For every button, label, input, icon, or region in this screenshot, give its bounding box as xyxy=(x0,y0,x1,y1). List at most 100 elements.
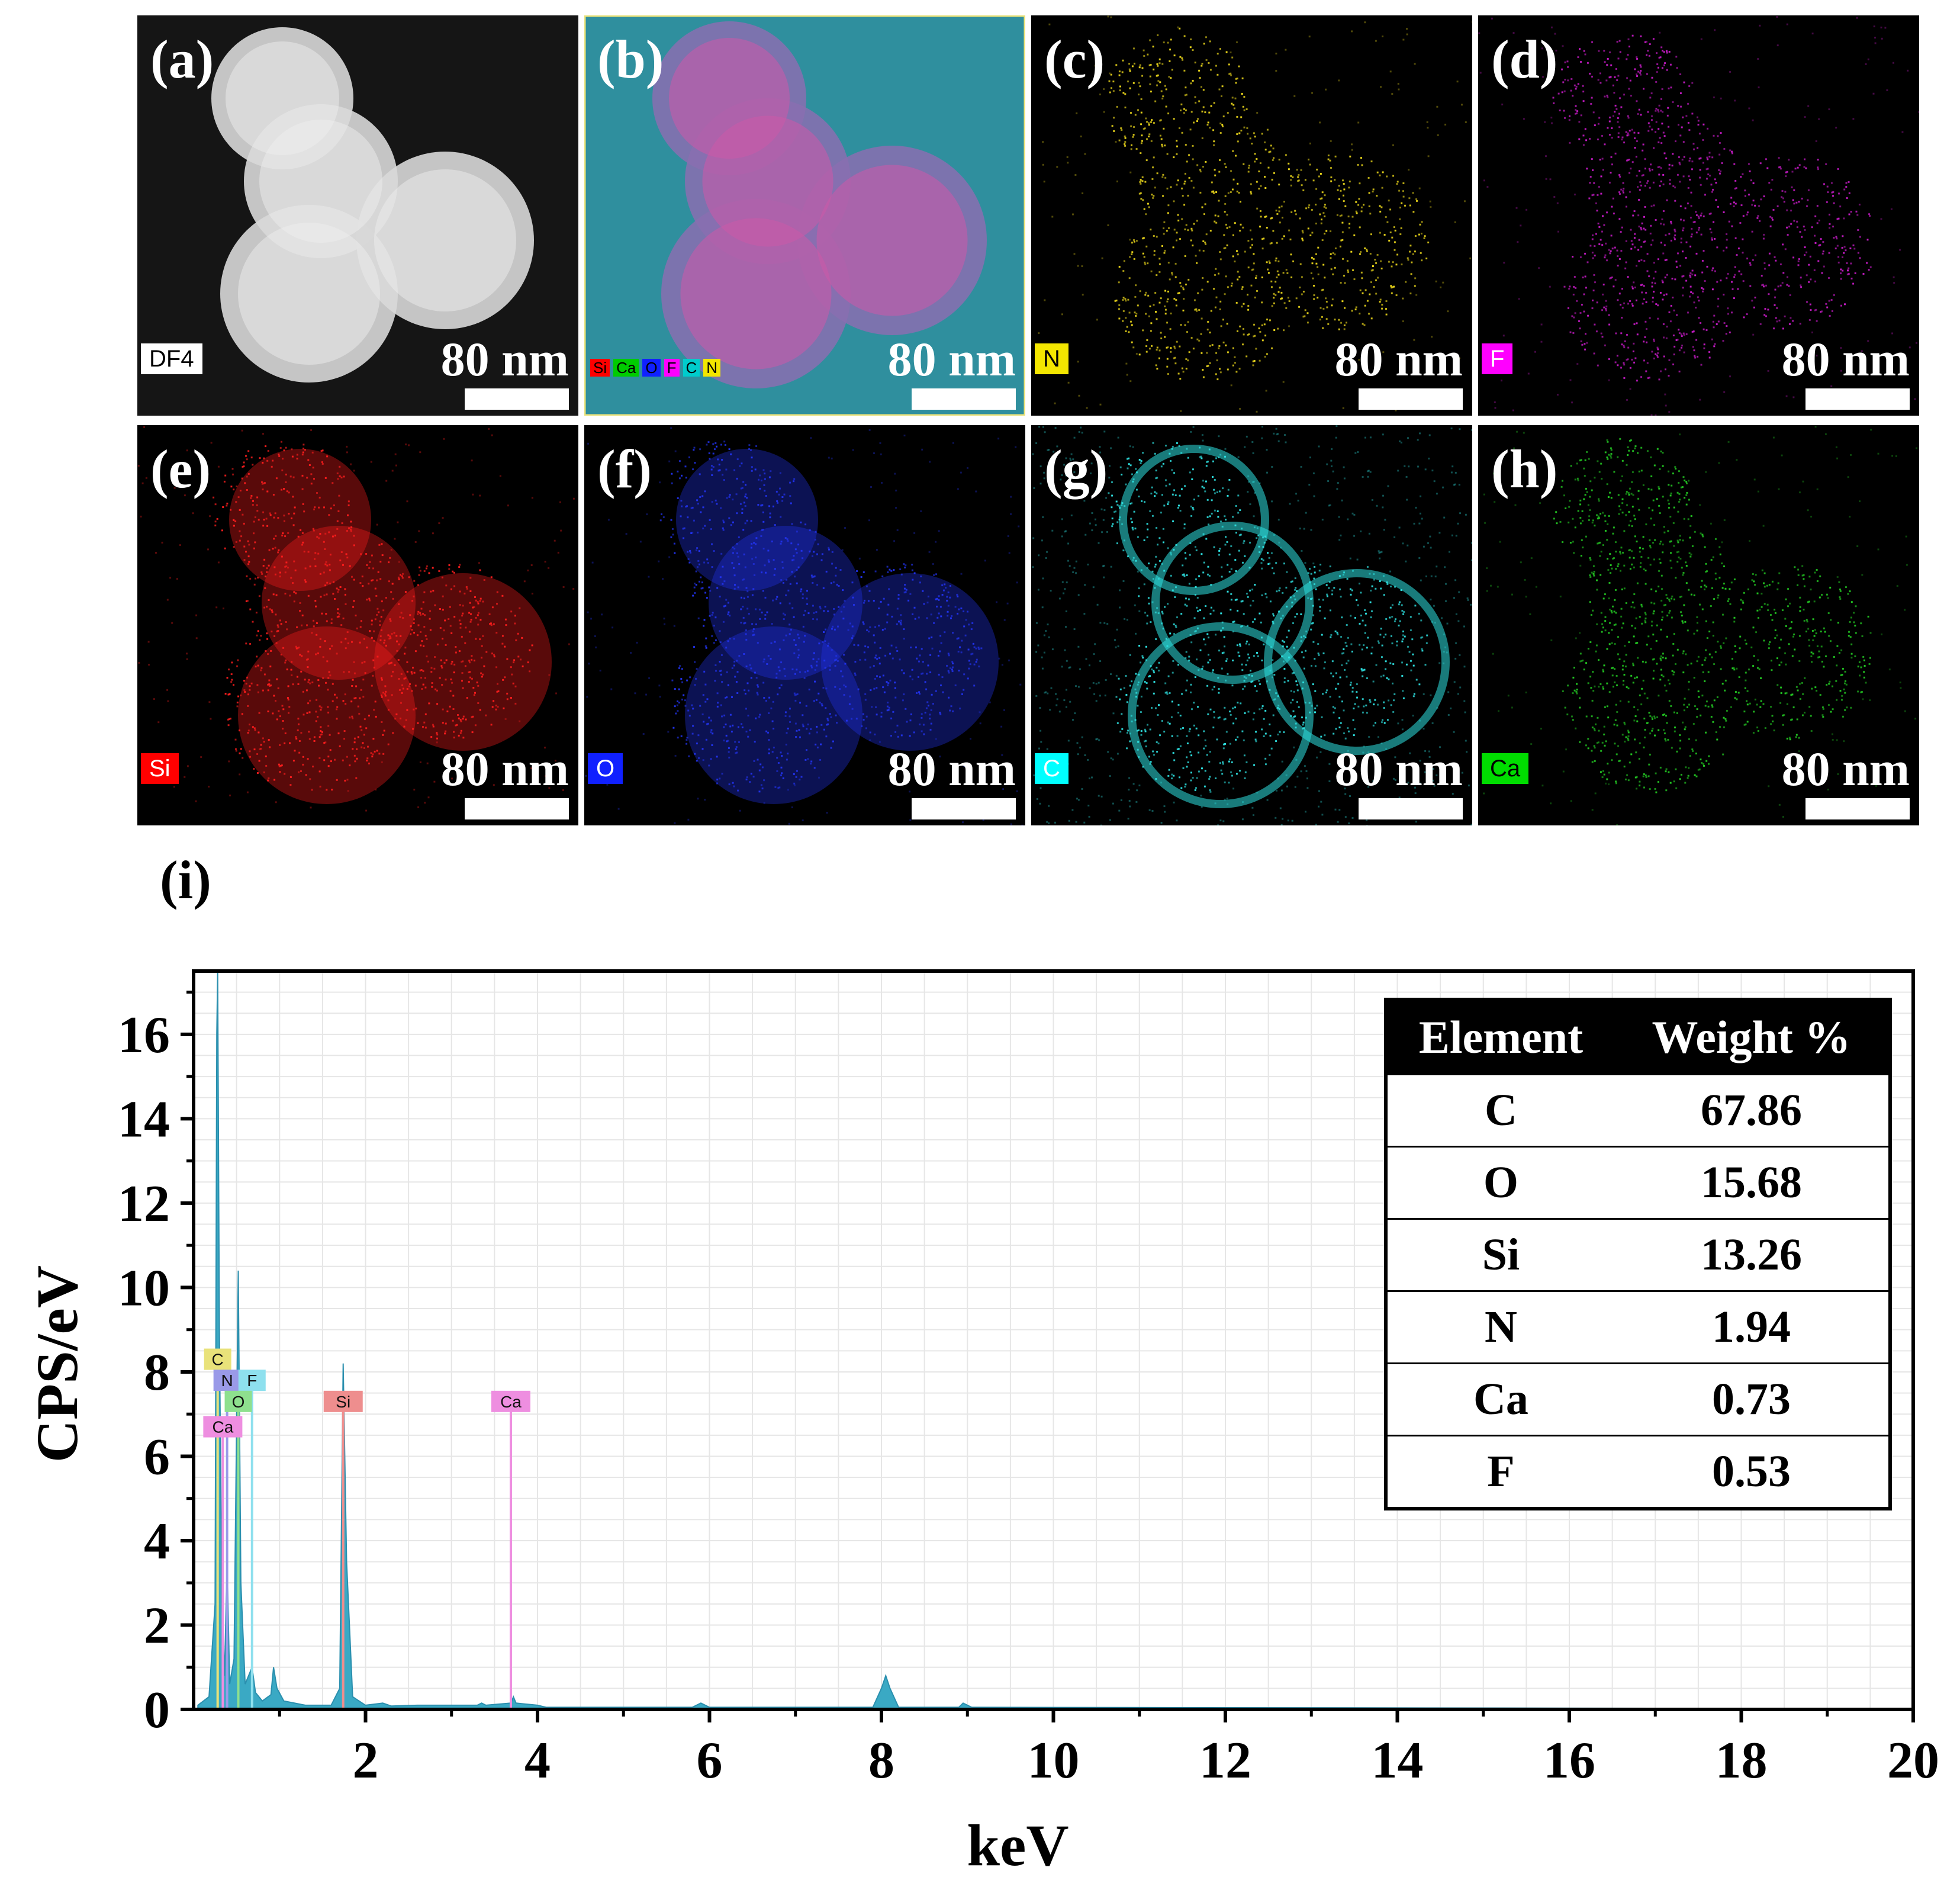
scale-label: 80 nm xyxy=(1334,332,1463,386)
y-tick-label: 4 xyxy=(144,1513,170,1570)
element-marker: Si xyxy=(323,1390,363,1709)
legend-chip: F xyxy=(664,359,680,377)
table-row: C 67.86 xyxy=(1386,1074,1890,1147)
element-tag: F xyxy=(1482,343,1513,374)
panel-label: (g) xyxy=(1044,439,1108,499)
x-axis-title: keV xyxy=(967,1812,1068,1877)
scale-bar xyxy=(912,798,1016,819)
scale-bar xyxy=(465,798,569,819)
scale-bar xyxy=(1359,798,1463,819)
y-tick-label: 10 xyxy=(118,1259,170,1317)
x-tick-label: 20 xyxy=(1887,1732,1939,1789)
element-tag: O xyxy=(588,753,623,784)
marker-label: N xyxy=(221,1371,233,1390)
table-row: Si 13.26 xyxy=(1386,1218,1890,1291)
table-row: O 15.68 xyxy=(1386,1146,1890,1219)
x-tick-label: 6 xyxy=(697,1732,723,1789)
fluorine-map xyxy=(1478,16,1919,416)
scale-bar xyxy=(1359,388,1463,410)
scale-label: 80 nm xyxy=(440,332,569,386)
marker-label: Si xyxy=(336,1393,350,1411)
panel-label: (c) xyxy=(1044,29,1105,89)
table-row: Ca 0.73 xyxy=(1386,1362,1890,1436)
marker-label: F xyxy=(247,1371,257,1390)
nitrogen-map xyxy=(1038,15,1472,413)
element-marker: Ca xyxy=(491,1390,530,1709)
x-tick-label: 16 xyxy=(1543,1732,1595,1789)
scale-label: 80 nm xyxy=(887,742,1016,796)
element-tag: N xyxy=(1035,343,1068,374)
scale-bar xyxy=(912,388,1016,410)
table-row: N 1.94 xyxy=(1386,1290,1890,1364)
element-tag: Si xyxy=(141,753,179,784)
scale-label: 80 nm xyxy=(1781,332,1910,386)
marker-label: Ca xyxy=(500,1393,522,1411)
element-marker: Ca xyxy=(203,1416,243,1709)
panel-b: (b) Si Ca O F C N 80 nm xyxy=(584,15,1025,416)
column-header: Element xyxy=(1386,999,1614,1075)
element-cell: O xyxy=(1386,1146,1614,1219)
scale-bar xyxy=(465,388,569,410)
y-axis-title: CPS/eV xyxy=(24,1265,90,1463)
panel-h: (h) Ca 80 nm xyxy=(1478,425,1919,825)
element-cell: Ca xyxy=(1386,1362,1614,1436)
y-tick-label: 6 xyxy=(144,1428,170,1486)
scale-label: 80 nm xyxy=(887,332,1016,386)
scale-bar xyxy=(1805,798,1910,819)
panel-label: (e) xyxy=(150,439,211,499)
weight-cell: 1.94 xyxy=(1614,1290,1890,1364)
scale-label: 80 nm xyxy=(1781,742,1910,796)
element-marker: F xyxy=(238,1370,266,1709)
legend-chip: Si xyxy=(590,359,610,377)
element-cell: C xyxy=(1386,1074,1614,1147)
element-tag: Ca xyxy=(1482,753,1529,784)
weight-cell: 13.26 xyxy=(1614,1218,1890,1291)
x-tick-label: 10 xyxy=(1028,1732,1080,1789)
panel-f: (f) O 80 nm xyxy=(584,425,1025,825)
panel-label: (a) xyxy=(150,29,214,89)
weight-cell: 0.53 xyxy=(1614,1435,1890,1509)
element-tag: DF4 xyxy=(141,343,202,374)
y-tick-label: 12 xyxy=(118,1175,170,1233)
composition-table: Element Weight % C 67.86 O 15.68 Si 13.26 N… xyxy=(1384,998,1892,1510)
legend-chip: O xyxy=(642,359,661,377)
marker-label: Ca xyxy=(212,1418,233,1436)
y-tick-label: 0 xyxy=(144,1682,170,1739)
table-row: F 0.53 xyxy=(1386,1435,1890,1509)
scale-label: 80 nm xyxy=(1334,742,1463,796)
oxygen-map xyxy=(585,427,1024,825)
legend-chip: N xyxy=(703,359,721,377)
column-header: Weight % xyxy=(1614,999,1890,1075)
panel-label: (h) xyxy=(1491,439,1558,499)
legend-chip: C xyxy=(683,359,700,377)
weight-cell: 0.73 xyxy=(1614,1362,1890,1436)
y-tick-label: 2 xyxy=(144,1597,170,1654)
legend-chip: Ca xyxy=(613,359,639,377)
scale-label: 80 nm xyxy=(440,742,569,796)
element-cell: F xyxy=(1386,1435,1614,1509)
y-tick-label: 8 xyxy=(144,1344,170,1402)
panel-e: (e) Si 80 nm xyxy=(137,425,578,825)
x-tick-label: 2 xyxy=(353,1732,379,1789)
panel-c: (c) N 80 nm xyxy=(1031,15,1472,416)
panel-label: (d) xyxy=(1491,29,1558,89)
element-cell: N xyxy=(1386,1290,1614,1364)
carbon-map xyxy=(1032,425,1472,825)
silicon-map xyxy=(137,426,575,819)
table-header-row: Element Weight % xyxy=(1386,999,1890,1075)
panel-d: (d) F 80 nm xyxy=(1478,15,1919,416)
df-image xyxy=(137,15,578,416)
x-tick-label: 8 xyxy=(868,1732,894,1789)
element-marker: O xyxy=(224,1390,252,1709)
weight-cell: 15.68 xyxy=(1614,1146,1890,1219)
panel-label-i: (i) xyxy=(160,850,211,910)
panel-label: (b) xyxy=(597,29,664,89)
element-tag: C xyxy=(1035,753,1068,784)
y-tick-label: 14 xyxy=(118,1091,170,1148)
overlay-map xyxy=(584,15,1025,416)
x-tick-label: 4 xyxy=(524,1732,551,1789)
panel-g: (g) C 80 nm xyxy=(1031,425,1472,825)
y-tick-label: 16 xyxy=(118,1007,170,1064)
x-tick-label: 18 xyxy=(1716,1732,1768,1789)
